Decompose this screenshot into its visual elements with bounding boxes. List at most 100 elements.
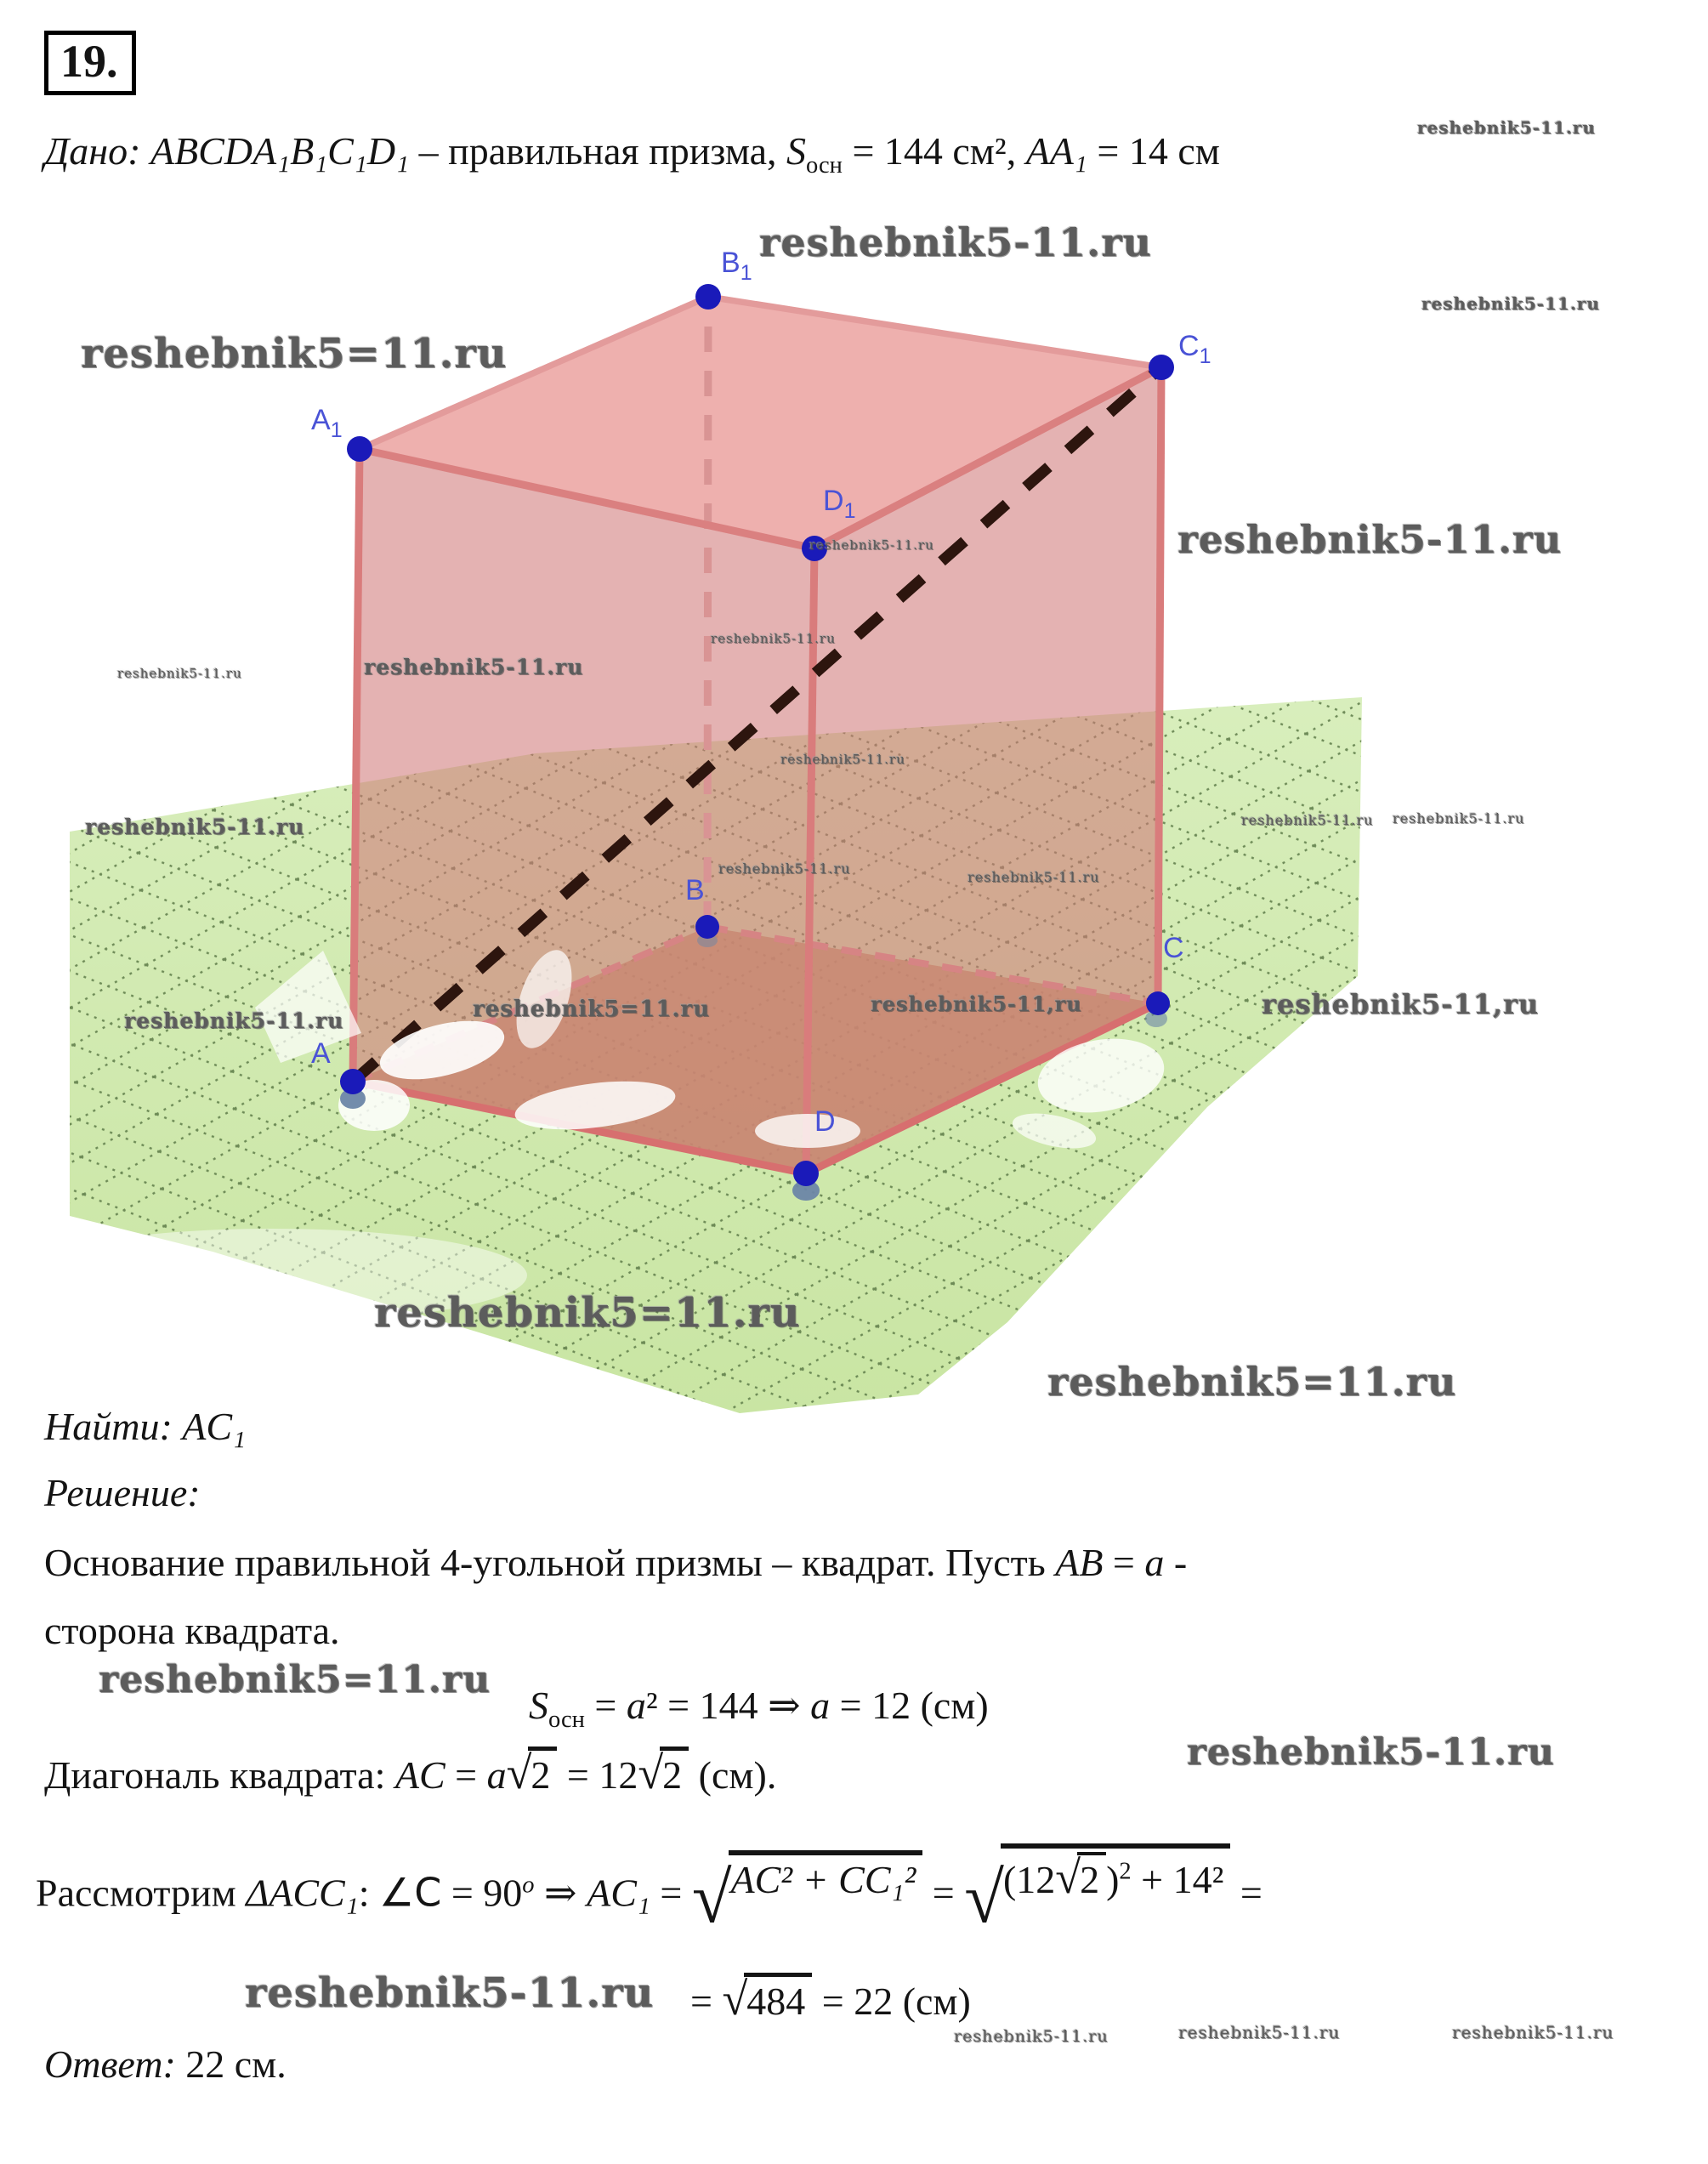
prism-top-face [360,297,1161,548]
open-paren-12: (12 [1002,1858,1056,1901]
plus-14-squared: + 14² [1131,1858,1224,1901]
edge-A1A [349,448,364,1082]
edge-AB-dashed [351,923,709,1085]
f3-trailing-eq: = [1230,1871,1263,1915]
close-paren: ) [1106,1858,1120,1901]
dash: - [1164,1541,1188,1584]
edge-D1D [802,548,819,1174]
f1-result: = 12 (см) [830,1684,989,1727]
sqrt-icon: √ [638,1747,664,1798]
s-symbol: S [529,1684,548,1727]
sqrt-icon: √ [722,1974,748,2025]
label-C1: C1 [1178,330,1211,368]
find-line: Найти: AC₁ [44,1403,246,1451]
given-label: Дано: [44,129,150,173]
edge-BB1-dashed [703,296,712,928]
f2-ac: AC [394,1753,445,1797]
degree-sup: o [522,1871,535,1899]
edge-B1C1 [707,293,1162,371]
prism-front-left-face [353,449,814,1173]
f3-arrow: ⇒ [534,1871,587,1915]
prism-front-right-face [806,367,1161,1173]
f4-result: = 22 (см) [812,1979,971,2023]
formula-s-base: Sосн = a² = 144 ⇒ a = 12 (см) [529,1682,989,1735]
edge-DC [804,999,1160,1178]
find-label: Найти: [44,1405,183,1448]
f3-colon: : [358,1871,379,1915]
vertex-labels: A1 B1 C1 D1 A B C D [311,247,1211,1138]
label-A: A [311,1037,331,1070]
f2-mid: = 12 [557,1753,638,1797]
triangle-acc1: ΔACC₁ [246,1871,359,1915]
edge-BC-dashed [706,923,1159,1007]
sqrt-icon: √ [964,1858,1004,1939]
f3-eq2: = [922,1871,965,1915]
squared-sup: 2 [1119,1858,1132,1885]
formula-diagonal: Диагональ квадрата: AC = a√2 = 12√2 (см)… [44,1745,776,1801]
inner-sqrt-2: √2 [1055,1849,1107,1906]
radicand: 2 [1077,1852,1107,1904]
erasure-smudges [255,950,1165,1149]
label-C: C [1163,932,1184,964]
f3-90: = 90 [441,1871,523,1915]
angle-c: ∠C [378,1869,442,1916]
f4-eq: = [690,1979,723,2023]
solution-label: Решение: [44,1471,201,1514]
radicand: (12√2)2 + 14² [1000,1843,1231,1906]
answer-label: Ответ: [44,2042,186,2086]
plane-white-streak [17,1229,527,1322]
radicand: 2 [660,1747,689,1799]
dot-C1 [1149,355,1174,380]
edge-A1D1 [359,445,815,553]
dot-B [695,915,719,939]
f3-eq: = [650,1871,692,1915]
find-value: AC₁ [182,1405,247,1448]
f3-lead: Рассмотрим [36,1871,247,1915]
s-subscript: осн [548,1707,585,1734]
label-B: B [685,874,705,906]
sqrt-484: √484 [722,1971,813,2027]
f1-mid: ² = 144 ⇒ [645,1684,811,1727]
dot-D1 [802,536,827,561]
dot-C [1146,991,1170,1015]
f2-eq: = [445,1753,487,1797]
diagonal-AC1-dashed [349,363,1166,1086]
given-text: – правильная призма, [409,129,787,173]
s-base-value: = 144 см², [842,129,1026,173]
sqrt-icon: √ [691,1858,732,1939]
s-base-symbol: S [786,129,807,173]
edge-A1B1 [358,293,710,452]
paragraph-line-1: Основание правильной 4-угольной призмы –… [44,1539,1187,1587]
f1-eq: = [584,1684,627,1727]
answer-line: Ответ: 22 см. [44,2041,287,2088]
sqrt-nested: √(12√2)2 + 14² [964,1843,1231,1943]
label-A1: A1 [311,404,343,442]
f2-units: (см). [689,1753,777,1797]
edge-D1C1 [812,364,1164,552]
radicand: AC² + CC₁² [728,1850,923,1904]
dot-B1 [695,284,721,310]
radicand: 484 [744,1973,813,2025]
f2-label: Диагональ квадрата: [44,1753,395,1797]
f1-a: a [626,1684,646,1727]
formula-result: = √484 = 22 (см) [690,1971,971,2027]
paragraph-text: Основание правильной 4-угольной призмы –… [44,1541,1056,1584]
dot-A1 [347,436,372,462]
sqrt-icon: √ [1055,1852,1081,1903]
paragraph-line-2: сторона квадрата. [44,1609,340,1652]
s-base-subscript: осн [806,152,843,179]
f1-a2: a [810,1684,831,1727]
edge-C1C [1154,366,1166,1004]
label-D1: D1 [823,485,855,523]
dot-A [340,1069,366,1094]
label-B1: B1 [721,247,752,285]
equals: = [1103,1541,1145,1584]
formula-triangle: Рассмотрим ΔACC₁: ∠C = 90o ⇒ AC₁ = √AC² … [36,1843,1263,1943]
prism-name: ABCDA₁B₁C₁D₁ [150,129,410,173]
sqrt-icon: √ [506,1747,532,1798]
edge-aa1-symbol: AA₁ [1025,129,1087,173]
a-symbol: a [1144,1541,1165,1584]
plane-white-fade [51,1216,476,1382]
